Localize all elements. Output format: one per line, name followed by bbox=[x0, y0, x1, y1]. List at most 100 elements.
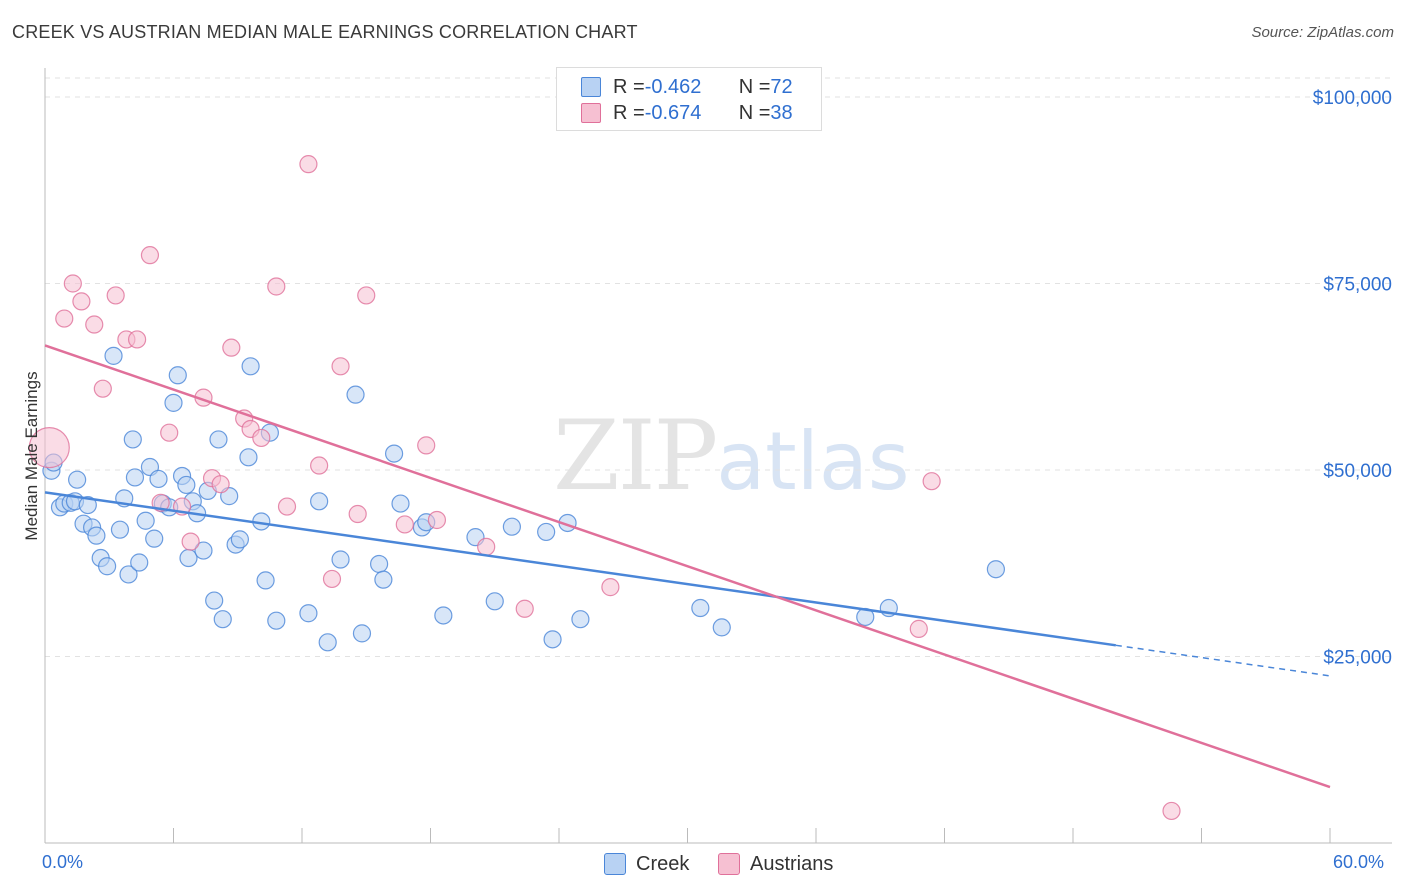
austrians-point bbox=[211, 475, 230, 494]
watermark-zip: ZIP bbox=[553, 400, 718, 512]
bottom-legend-swatch-austrians bbox=[718, 853, 740, 875]
legend-swatch-creek bbox=[581, 77, 601, 97]
austrians-point bbox=[922, 472, 941, 491]
austrians-point bbox=[63, 274, 82, 293]
creek-point bbox=[213, 610, 232, 629]
creek-point bbox=[543, 630, 562, 649]
creek-point bbox=[571, 610, 590, 629]
legend-swatch-austrians bbox=[581, 103, 601, 123]
bottom-legend-austrians: Austrians bbox=[718, 851, 833, 877]
creek-point bbox=[502, 517, 521, 536]
austrians-point bbox=[1162, 801, 1181, 821]
creek-point bbox=[318, 633, 337, 652]
creek-point bbox=[87, 526, 106, 545]
creek-point bbox=[434, 606, 453, 625]
y-tick-label: $25,000 bbox=[1323, 648, 1392, 669]
creek-point bbox=[267, 611, 286, 630]
x-tick-label-max: 60.0% bbox=[1333, 852, 1385, 872]
y-tick-label: $75,000 bbox=[1323, 275, 1392, 296]
creek-point bbox=[179, 548, 198, 568]
legend-r-value-creek: -0.462 bbox=[644, 75, 702, 98]
watermark: ZIPatlas bbox=[553, 400, 910, 512]
creek-point bbox=[68, 470, 87, 489]
austrians-trend-line bbox=[44, 344, 1331, 789]
austrians-point bbox=[222, 338, 241, 357]
creek-trend-extension bbox=[1115, 644, 1331, 677]
creek-point bbox=[691, 598, 710, 618]
creek-point bbox=[98, 557, 117, 576]
bottom-legend-creek: Creek bbox=[604, 851, 689, 877]
austrians-point bbox=[417, 436, 436, 455]
creek-point bbox=[78, 495, 97, 515]
creek-point bbox=[104, 346, 123, 365]
creek-point bbox=[384, 444, 404, 463]
bottom-legend-label-austrians: Austrians bbox=[750, 852, 834, 875]
bottom-legend-swatch-creek bbox=[604, 853, 626, 875]
creek-point bbox=[110, 520, 130, 539]
legend-n-value-creek: 72 bbox=[770, 75, 793, 98]
creek-point bbox=[205, 591, 224, 610]
creek-point bbox=[352, 624, 372, 643]
austrians-point bbox=[267, 277, 286, 296]
legend-row-creek: R = -0.462 N = 72 bbox=[581, 75, 793, 99]
legend-n-label-austrians: N = bbox=[738, 101, 771, 124]
chart-title: CREEK VS AUSTRIAN MEDIAN MALE EARNINGS C… bbox=[12, 22, 638, 42]
creek-point bbox=[370, 554, 389, 574]
creek-point bbox=[119, 565, 138, 584]
creek-point bbox=[194, 541, 213, 560]
austrians-point bbox=[299, 155, 318, 174]
austrians-point bbox=[395, 515, 414, 534]
creek-point bbox=[136, 511, 155, 530]
austrians-point bbox=[277, 497, 297, 516]
legend-n-label-creek: N = bbox=[738, 75, 771, 98]
legend-r-value-austrians: -0.674 bbox=[644, 101, 702, 124]
creek-point bbox=[537, 522, 556, 542]
legend-r-label-creek: R = bbox=[613, 75, 645, 98]
austrians-point bbox=[477, 537, 496, 556]
creek-point bbox=[177, 475, 196, 495]
austrians-point bbox=[28, 427, 70, 469]
creek-point bbox=[299, 604, 318, 623]
creek-point bbox=[145, 529, 164, 548]
correlation-legend: R = -0.462 N = 72 R = -0.674 N = 38 bbox=[556, 67, 822, 131]
austrians-point bbox=[331, 357, 350, 376]
creek-point bbox=[168, 366, 187, 385]
watermark-atlas: atlas bbox=[716, 415, 910, 508]
x-tick-label-min: 0.0% bbox=[42, 852, 84, 872]
creek-point bbox=[485, 592, 504, 611]
creek-point bbox=[331, 550, 350, 569]
austrians-point bbox=[601, 578, 620, 597]
legend-n-value-austrians: 38 bbox=[770, 101, 793, 124]
creek-point bbox=[164, 393, 183, 412]
austrians-point bbox=[181, 532, 200, 551]
creek-point bbox=[123, 430, 142, 449]
austrians-point bbox=[85, 315, 104, 334]
austrians-point bbox=[348, 504, 367, 524]
austrians-point bbox=[427, 510, 447, 530]
creek-point bbox=[391, 494, 410, 513]
creek-point bbox=[239, 448, 258, 467]
austrians-point bbox=[515, 599, 534, 618]
creek-point bbox=[374, 570, 393, 589]
legend-r-label-austrians: R = bbox=[613, 101, 645, 124]
creek-point bbox=[125, 468, 145, 487]
creek-point bbox=[241, 357, 260, 376]
austrians-point bbox=[72, 292, 91, 311]
creek-point bbox=[986, 560, 1006, 579]
austrians-point bbox=[160, 423, 179, 442]
austrians-point bbox=[357, 286, 376, 305]
austrians-point bbox=[252, 428, 271, 448]
austrians-point bbox=[140, 246, 160, 265]
creek-point bbox=[130, 553, 149, 572]
creek-point bbox=[310, 492, 329, 511]
austrians-point bbox=[55, 309, 74, 328]
creek-point bbox=[712, 618, 731, 637]
creek-point bbox=[149, 469, 168, 489]
y-tick-label: $100,000 bbox=[1313, 88, 1392, 109]
legend-row-austrians: R = -0.674 N = 38 bbox=[581, 101, 793, 125]
creek-trend-line bbox=[44, 491, 1117, 647]
austrians-point bbox=[93, 379, 112, 398]
creek-point bbox=[346, 385, 365, 404]
austrians-point bbox=[106, 286, 125, 305]
